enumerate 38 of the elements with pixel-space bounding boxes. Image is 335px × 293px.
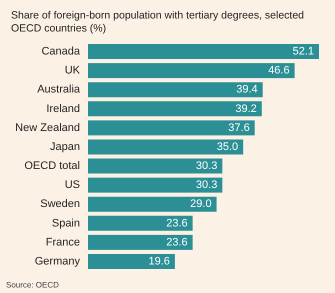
y-tick-label: Canada <box>41 46 81 58</box>
bar <box>88 120 255 136</box>
y-tick-label: US <box>64 179 80 192</box>
bar <box>88 101 262 116</box>
data-label: 29.0 <box>190 198 212 210</box>
data-label: 39.2 <box>235 102 257 115</box>
bar <box>88 139 244 154</box>
data-label: 23.6 <box>166 236 188 248</box>
data-label: 37.6 <box>228 122 250 134</box>
data-label: 19.6 <box>148 255 170 268</box>
bar <box>88 178 222 193</box>
bar <box>88 82 263 98</box>
bar <box>88 44 319 60</box>
y-tick-label: Spain <box>52 217 80 230</box>
data-label: 30.3 <box>196 160 218 172</box>
bar <box>88 234 193 250</box>
y-tick-label: UK <box>64 64 81 77</box>
chart-title: Share of foreign-born population with tertiary degrees, selected OECD countries (%) <box>11 10 307 34</box>
bar <box>88 158 222 174</box>
data-label: 39.4 <box>236 84 258 96</box>
y-tick-label: Sweden <box>40 198 80 210</box>
data-label: 23.6 <box>166 217 188 230</box>
data-label: 52.1 <box>292 46 314 58</box>
y-tick-label: Australia <box>37 84 81 96</box>
bar <box>88 63 295 78</box>
y-tick-label: Germany <box>34 255 80 268</box>
y-tick-label: OECD total <box>24 160 80 172</box>
y-tick-label: New Zealand <box>15 122 80 134</box>
data-label: 30.3 <box>196 179 218 192</box>
y-tick-label: Ireland <box>46 102 80 115</box>
source-note: Source: OECD <box>6 280 60 290</box>
data-label: 46.6 <box>268 64 290 77</box>
y-tick-label: Japan <box>50 140 80 153</box>
data-label: 35.0 <box>216 140 238 153</box>
bar <box>88 216 193 231</box>
y-tick-label: France <box>46 236 80 248</box>
bar <box>88 254 175 269</box>
bar <box>88 196 217 212</box>
